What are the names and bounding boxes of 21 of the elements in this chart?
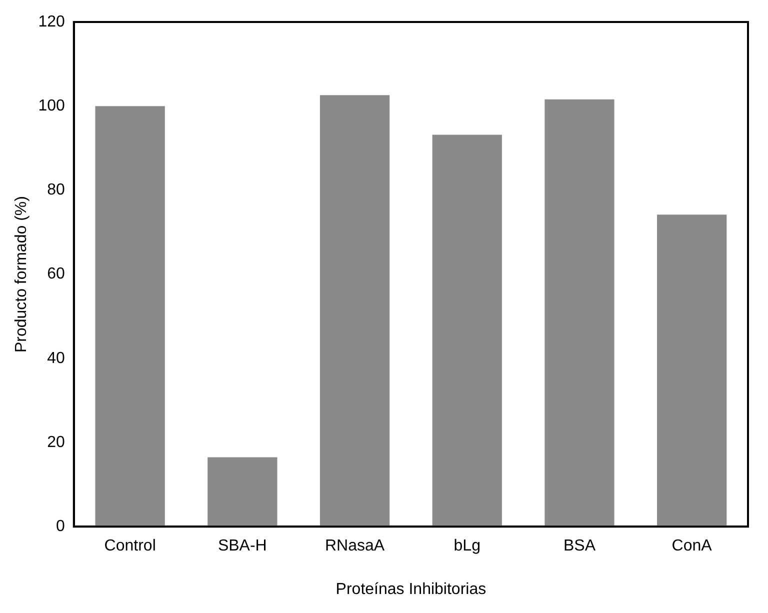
y-tick-label: 0	[56, 518, 65, 536]
bar	[544, 99, 614, 527]
x-axis-title: Proteínas Inhibitorias	[336, 580, 486, 598]
bar	[95, 106, 165, 527]
bar	[208, 457, 278, 527]
x-tick-label: bLg	[454, 538, 480, 555]
bar	[656, 214, 727, 527]
y-tick-label: 120	[38, 13, 65, 30]
y-tick-label: 20	[47, 434, 65, 451]
bar	[320, 95, 390, 527]
y-tick-label: 100	[38, 98, 65, 115]
x-tick-label: ConA	[672, 538, 712, 555]
x-tick-label: RNasaA	[324, 538, 385, 555]
y-tick-label: 40	[47, 350, 65, 367]
y-tick-label: 60	[47, 266, 65, 283]
x-tick-label: Control	[104, 538, 156, 555]
bar	[432, 134, 502, 527]
x-tick-label: BSA	[563, 538, 596, 555]
y-axis-title: Producto formado (%)	[13, 196, 30, 353]
x-tick-label: SBA-H	[218, 538, 267, 555]
y-tick-label: 80	[47, 182, 65, 199]
